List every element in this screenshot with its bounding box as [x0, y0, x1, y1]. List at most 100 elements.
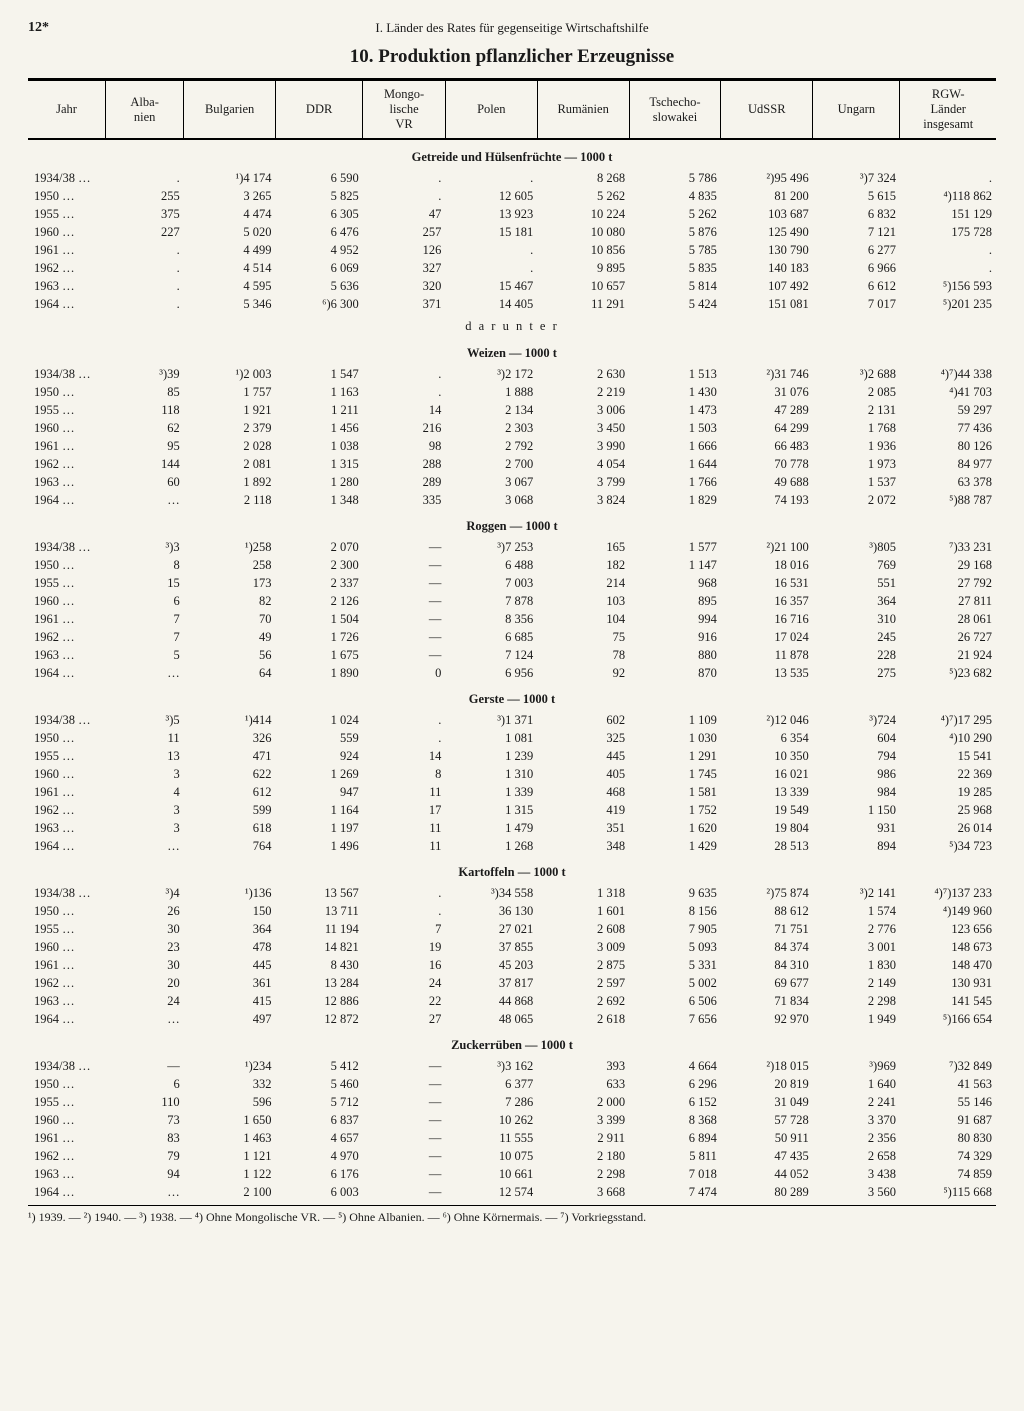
table-row: 1961 …4612947111 3394681 58113 33998419 …: [28, 783, 996, 801]
value-cell: 1 601: [537, 902, 629, 920]
column-header: Tschecho-slowakei: [629, 80, 721, 139]
value-cell: 602: [537, 711, 629, 729]
value-cell: 4 657: [276, 1129, 363, 1147]
year-cell: 1961 …: [28, 241, 106, 259]
value-cell: 15 541: [900, 747, 996, 765]
value-cell: ³)3 162: [445, 1057, 537, 1075]
value-cell: 24: [106, 992, 184, 1010]
value-cell: 30: [106, 956, 184, 974]
value-cell: 37 855: [445, 938, 537, 956]
section-heading: Getreide und Hülsenfrüchte — 1000 t: [28, 139, 996, 169]
value-cell: ²)21 100: [721, 538, 813, 556]
value-cell: 41 563: [900, 1075, 996, 1093]
value-cell: 375: [106, 205, 184, 223]
value-cell: 1 892: [184, 473, 276, 491]
value-cell: 8 156: [629, 902, 721, 920]
value-cell: 103: [537, 592, 629, 610]
value-cell: 1 430: [629, 383, 721, 401]
value-cell: 7 017: [813, 295, 900, 313]
value-cell: 11 194: [276, 920, 363, 938]
value-cell: ³)805: [813, 538, 900, 556]
value-cell: 7 474: [629, 1183, 721, 1201]
year-cell: 1950 …: [28, 729, 106, 747]
value-cell: 1 640: [813, 1075, 900, 1093]
value-cell: 74 193: [721, 491, 813, 509]
table-row: 1950 …851 7571 163.1 8882 2191 43031 076…: [28, 383, 996, 401]
value-cell: 5 093: [629, 938, 721, 956]
value-cell: 445: [184, 956, 276, 974]
value-cell: 57 728: [721, 1111, 813, 1129]
table-row: 1934/38 ….¹)4 1746 590..8 2685 786²)95 4…: [28, 169, 996, 187]
table-row: 1964 ……2 1006 003—12 5743 6687 47480 289…: [28, 1183, 996, 1201]
value-cell: 325: [537, 729, 629, 747]
value-cell: 3 668: [537, 1183, 629, 1201]
value-cell: 1 291: [629, 747, 721, 765]
value-cell: 12 872: [276, 1010, 363, 1028]
table-row: 1960 …2347814 8211937 8553 0095 09384 37…: [28, 938, 996, 956]
value-cell: .: [106, 241, 184, 259]
value-cell: .: [900, 259, 996, 277]
year-cell: 1962 …: [28, 455, 106, 473]
year-cell: 1934/38 …: [28, 538, 106, 556]
value-cell: 364: [813, 592, 900, 610]
value-cell: 25 968: [900, 801, 996, 819]
value-cell: 880: [629, 646, 721, 664]
value-cell: 6 354: [721, 729, 813, 747]
value-cell: 2 658: [813, 1147, 900, 1165]
value-cell: ⁵)115 668: [900, 1183, 996, 1201]
table-row: 1934/38 …³)39¹)2 0031 547.³)2 1722 6301 …: [28, 365, 996, 383]
value-cell: 11: [363, 783, 446, 801]
value-cell: 1 666: [629, 437, 721, 455]
year-cell: 1964 …: [28, 491, 106, 509]
value-cell: 2 126: [276, 592, 363, 610]
value-cell: 12 605: [445, 187, 537, 205]
year-cell: 1955 …: [28, 920, 106, 938]
value-cell: 3 399: [537, 1111, 629, 1129]
table-row: 1950 …2553 2655 825.12 6055 2624 83581 2…: [28, 187, 996, 205]
value-cell: .: [363, 169, 446, 187]
value-cell: 8 268: [537, 169, 629, 187]
value-cell: 148 470: [900, 956, 996, 974]
value-cell: 1 921: [184, 401, 276, 419]
value-cell: ¹)2 003: [184, 365, 276, 383]
table-row: 1960 …731 6506 837—10 2623 3998 36857 72…: [28, 1111, 996, 1129]
value-cell: 56: [184, 646, 276, 664]
value-cell: 371: [363, 295, 446, 313]
value-cell: 49: [184, 628, 276, 646]
value-cell: 351: [537, 819, 629, 837]
value-cell: 95: [106, 437, 184, 455]
value-cell: 1 752: [629, 801, 721, 819]
value-cell: —: [363, 1093, 446, 1111]
year-cell: 1963 …: [28, 277, 106, 295]
value-cell: 118: [106, 401, 184, 419]
value-cell: 9 635: [629, 884, 721, 902]
value-cell: 4 835: [629, 187, 721, 205]
value-cell: 80 126: [900, 437, 996, 455]
table-row: 1934/38 …—¹)2345 412—³)3 1623934 664²)18…: [28, 1057, 996, 1075]
value-cell: .: [363, 884, 446, 902]
year-cell: 1950 …: [28, 383, 106, 401]
value-cell: 66 483: [721, 437, 813, 455]
table-row: 1963 ….4 5955 63632015 46710 6575 814107…: [28, 277, 996, 295]
value-cell: 6 069: [276, 259, 363, 277]
value-cell: 4 952: [276, 241, 363, 259]
value-cell: 16 716: [721, 610, 813, 628]
value-cell: 1 024: [276, 711, 363, 729]
value-cell: ¹)414: [184, 711, 276, 729]
table-row: 1964 ……49712 8722748 0652 6187 65692 970…: [28, 1010, 996, 1028]
value-cell: 2 356: [813, 1129, 900, 1147]
value-cell: 144: [106, 455, 184, 473]
column-header: Polen: [445, 80, 537, 139]
value-cell: 1 513: [629, 365, 721, 383]
value-cell: ⁵)88 787: [900, 491, 996, 509]
value-cell: 6 476: [276, 223, 363, 241]
value-cell: 48 065: [445, 1010, 537, 1028]
value-cell: 73: [106, 1111, 184, 1129]
year-cell: 1964 …: [28, 1010, 106, 1028]
value-cell: 14: [363, 401, 446, 419]
value-cell: 870: [629, 664, 721, 682]
year-cell: 1934/38 …: [28, 1057, 106, 1075]
year-cell: 1950 …: [28, 902, 106, 920]
value-cell: ⁶)6 300: [276, 295, 363, 313]
value-cell: 150: [184, 902, 276, 920]
